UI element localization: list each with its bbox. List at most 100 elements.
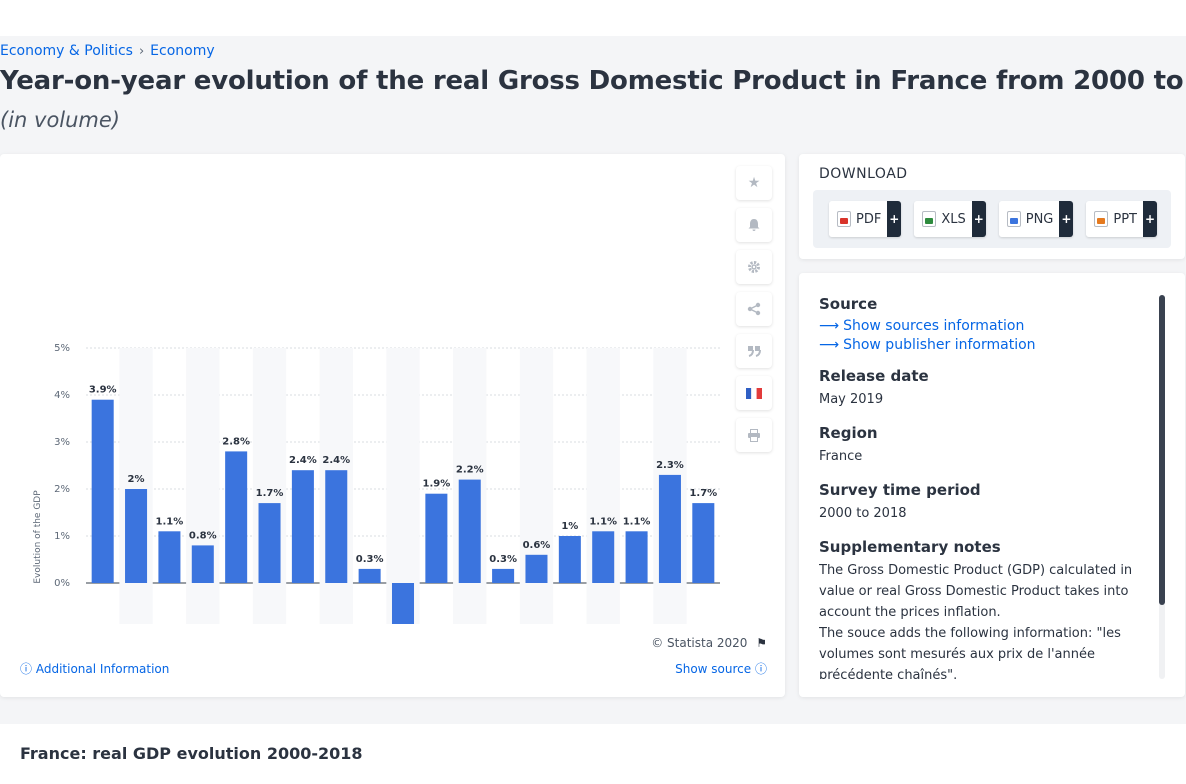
info-scroll-area[interactable]: Source ⟶ Show sources information ⟶ Show…	[819, 295, 1134, 679]
ppt-file-icon	[1094, 211, 1109, 227]
breadcrumb-separator: ›	[138, 43, 145, 59]
download-xls-plus[interactable]: +	[971, 201, 986, 237]
flag-france-icon	[746, 387, 762, 399]
bar[interactable]	[692, 503, 715, 583]
supplementary-notes-value: The Gross Domestic Product (GDP) calcula…	[819, 563, 1133, 620]
bar[interactable]	[125, 489, 148, 583]
bell-icon	[748, 219, 760, 231]
bar[interactable]	[158, 531, 181, 583]
download-pdf-main: PDF	[829, 201, 888, 237]
additional-information-link[interactable]: ⓘ Additional Information	[20, 660, 169, 677]
supplementary-notes-value-2: The souce adds the following information…	[819, 626, 1121, 679]
info-icon: ⓘ	[20, 662, 33, 676]
top-strip	[0, 0, 1186, 36]
chart-tools: ★	[736, 166, 772, 460]
bar[interactable]	[291, 470, 314, 583]
y-tick-labels: 5%4%3%2%1%0%-1%-2%-3%	[54, 343, 70, 589]
show-publisher-label: Show publisher information	[843, 337, 1036, 353]
data-label: 0.6%	[523, 540, 551, 551]
png-file-icon	[1006, 211, 1021, 227]
data-label: 1.1%	[589, 516, 617, 527]
survey-period-value: 2000 to 2018	[819, 506, 907, 521]
gear-icon	[748, 261, 760, 273]
bar[interactable]	[325, 470, 348, 583]
bar[interactable]	[625, 531, 648, 583]
notification-button[interactable]	[736, 208, 772, 242]
data-label: 0.3%	[489, 554, 517, 565]
breadcrumb: Economy & Politics › Economy	[0, 43, 215, 59]
data-label: 1.1%	[156, 516, 184, 527]
bar[interactable]	[258, 503, 281, 583]
download-card: DOWNLOAD PDF + XLS + PNG +	[799, 154, 1185, 259]
data-label: 1.1%	[623, 516, 651, 527]
download-png-main: PNG	[998, 201, 1060, 237]
related-section: France: real GDP evolution 2000-2018	[0, 724, 1186, 784]
bar[interactable]	[225, 451, 248, 583]
settings-button[interactable]	[736, 250, 772, 284]
related-title: France: real GDP evolution 2000-2018	[20, 744, 363, 763]
data-label: 1%	[561, 521, 578, 532]
data-labels: 3.9%2%1.1%0.8%2.8%1.7%2.4%2.4%0.3%-2.9%1…	[89, 385, 717, 565]
bar[interactable]	[425, 493, 448, 583]
y-tick-label: 1%	[54, 531, 70, 542]
data-label: 0.3%	[356, 554, 384, 565]
data-label: 2.4%	[289, 455, 317, 466]
arrow-right-icon: ⟶	[819, 318, 840, 334]
bar[interactable]	[458, 479, 481, 583]
chart-copyright: © Statista 2020 ⚑	[651, 636, 767, 650]
data-label: 2.2%	[456, 465, 484, 476]
supplementary-notes-heading: Supplementary notes	[819, 538, 1001, 556]
show-sources-link[interactable]: ⟶ Show sources information	[819, 318, 1134, 334]
info-scrollbar-thumb[interactable]	[1159, 295, 1165, 605]
download-ppt-button[interactable]: PPT +	[1086, 201, 1157, 237]
bar[interactable]	[391, 583, 415, 624]
download-png-label: PNG	[1025, 211, 1054, 227]
bars	[91, 399, 715, 624]
download-xls-main: XLS	[914, 201, 972, 237]
data-label: 1.7%	[689, 488, 717, 499]
info-card: Source ⟶ Show sources information ⟶ Show…	[799, 273, 1185, 697]
show-source-link[interactable]: Show source ⓘ	[675, 660, 767, 677]
bar[interactable]	[558, 536, 581, 583]
bar[interactable]	[658, 474, 681, 583]
y-tick-label: 3%	[54, 437, 70, 448]
download-png-plus[interactable]: +	[1059, 201, 1074, 237]
bar[interactable]	[525, 554, 548, 583]
favorite-button[interactable]: ★	[736, 166, 772, 200]
info-icon: ⓘ	[754, 662, 767, 676]
bar[interactable]	[91, 399, 114, 583]
download-title: DOWNLOAD	[819, 166, 908, 182]
y-tick-label: 5%	[54, 343, 70, 354]
bar[interactable]	[592, 531, 615, 583]
flag-icon[interactable]: ⚑	[756, 636, 767, 650]
share-icon	[747, 302, 761, 316]
download-xls-button[interactable]: XLS +	[914, 201, 986, 237]
page-subtitle: (in volume)	[0, 108, 121, 132]
download-pdf-button[interactable]: PDF +	[829, 201, 902, 237]
show-publisher-link[interactable]: ⟶ Show publisher information	[819, 337, 1134, 353]
download-ppt-label: PPT	[1113, 211, 1137, 227]
download-ppt-plus[interactable]: +	[1143, 201, 1157, 237]
bar[interactable]	[358, 568, 381, 583]
data-label: 2.8%	[222, 436, 250, 447]
chart-card: 3.9%2%1.1%0.8%2.8%1.7%2.4%2.4%0.3%-2.9%1…	[0, 154, 785, 697]
cite-button[interactable]	[736, 334, 772, 368]
bar[interactable]	[191, 545, 214, 583]
breadcrumb-item-economy[interactable]: Economy	[150, 43, 215, 59]
source-heading: Source	[819, 295, 878, 313]
pdf-file-icon	[837, 211, 851, 227]
language-button[interactable]	[736, 376, 772, 410]
y-tick-label: 2%	[54, 484, 70, 495]
share-button[interactable]	[736, 292, 772, 326]
download-png-button[interactable]: PNG +	[998, 201, 1074, 237]
data-label: 1.9%	[423, 479, 451, 490]
print-button[interactable]	[736, 418, 772, 452]
download-pdf-label: PDF	[856, 211, 882, 227]
page-title: Year-on-year evolution of the real Gross…	[0, 66, 1186, 96]
breadcrumb-item-economy-politics[interactable]: Economy & Politics	[0, 43, 133, 59]
bar[interactable]	[492, 568, 515, 583]
region-value: France	[819, 449, 863, 464]
data-label: 2%	[128, 474, 145, 485]
star-icon: ★	[747, 175, 761, 191]
download-pdf-plus[interactable]: +	[887, 201, 902, 237]
